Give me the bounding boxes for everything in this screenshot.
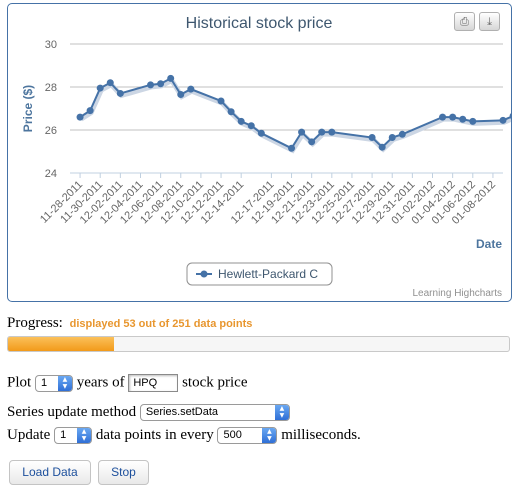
chart-container: Historical stock price 24 26 28 30 Price ($) 1… bbox=[7, 3, 512, 302]
x-axis-title: Date bbox=[476, 237, 502, 251]
y-tick-label: 28 bbox=[45, 82, 57, 94]
data-point bbox=[288, 144, 296, 152]
data-point bbox=[147, 81, 155, 89]
interval-select[interactable]: 500 ▲ ▼ bbox=[217, 427, 278, 445]
select-arrows-icon: ▲ ▼ bbox=[262, 428, 277, 444]
y-tick-label: 24 bbox=[45, 168, 57, 180]
data-point bbox=[187, 85, 195, 93]
plot-label: Plot bbox=[7, 374, 32, 391]
data-point bbox=[469, 117, 477, 125]
data-point bbox=[388, 134, 396, 142]
data-point bbox=[499, 116, 507, 124]
data-point bbox=[398, 130, 406, 138]
progress-row: Progress: displayed 53 out of 251 data p… bbox=[7, 315, 252, 332]
data-point bbox=[96, 84, 104, 92]
data-point bbox=[106, 79, 114, 87]
interval-value: 500 bbox=[223, 429, 242, 442]
legend-box bbox=[186, 262, 333, 286]
stock-price-label: stock price bbox=[182, 374, 248, 391]
plot-row: Plot 1 ▲ ▼ years of HPQ stock price bbox=[7, 374, 247, 392]
data-point bbox=[378, 143, 386, 151]
years-value: 1 bbox=[40, 376, 48, 389]
data-point bbox=[298, 128, 306, 136]
points-label: data points in every bbox=[95, 427, 214, 444]
data-point bbox=[157, 80, 165, 88]
load-data-button[interactable]: Load Data bbox=[9, 460, 91, 485]
y-tick-label: 30 bbox=[45, 39, 57, 51]
y-tick-label: 26 bbox=[45, 125, 57, 137]
data-point bbox=[439, 113, 447, 121]
data-point bbox=[459, 115, 467, 123]
method-value: Series.setData bbox=[145, 406, 219, 419]
legend-marker bbox=[200, 270, 208, 278]
data-point bbox=[237, 117, 245, 125]
data-point bbox=[86, 107, 94, 115]
update-label: Update bbox=[7, 427, 51, 444]
progress-label: Progress: bbox=[7, 315, 63, 331]
data-point bbox=[76, 113, 84, 121]
data-point bbox=[167, 74, 175, 82]
data-point bbox=[177, 91, 185, 99]
export-button[interactable]: ⤓ bbox=[479, 12, 500, 31]
progress-bar bbox=[7, 336, 510, 352]
select-arrows-icon: ▲ ▼ bbox=[274, 405, 289, 421]
method-label: Series update method bbox=[7, 404, 137, 421]
data-point bbox=[257, 129, 265, 137]
select-arrows-icon: ▲ ▼ bbox=[57, 375, 72, 391]
points-value: 1 bbox=[60, 429, 67, 442]
update-row: Update 1 ▲ ▼ data points in every 500 ▲ ▼ … bbox=[7, 427, 361, 445]
download-icon: ⤓ bbox=[487, 15, 492, 28]
method-select[interactable]: Series.setData ▲ ▼ bbox=[139, 404, 290, 422]
legend-item-label: Hewlett-Packard C bbox=[218, 267, 318, 281]
select-arrows-icon: ▲ ▼ bbox=[77, 428, 92, 444]
data-point bbox=[368, 134, 376, 142]
stop-button[interactable]: Stop bbox=[98, 460, 149, 485]
chart-credits: Learning Highcharts bbox=[413, 288, 503, 299]
years-select[interactable]: 1 ▲ ▼ bbox=[34, 374, 73, 392]
chart-title: Historical stock price bbox=[186, 15, 333, 32]
progress-status: displayed 53 out of 251 data points bbox=[69, 318, 253, 330]
data-point bbox=[509, 113, 511, 119]
method-row: Series update method Series.setData ▲ ▼ bbox=[7, 404, 290, 422]
data-point bbox=[328, 128, 336, 136]
print-button[interactable]: ⎙ bbox=[454, 12, 475, 31]
data-point bbox=[227, 108, 235, 116]
y-axis-title: Price ($) bbox=[21, 85, 35, 132]
milliseconds-label: milliseconds. bbox=[281, 427, 361, 444]
data-point bbox=[449, 113, 457, 121]
data-point bbox=[247, 122, 255, 130]
years-label: years of bbox=[76, 374, 125, 391]
symbol-input[interactable]: HPQ bbox=[128, 374, 179, 392]
data-point bbox=[217, 97, 225, 105]
data-point bbox=[308, 138, 316, 146]
data-point bbox=[318, 128, 326, 136]
data-point bbox=[116, 89, 124, 97]
printer-icon: ⎙ bbox=[460, 15, 469, 28]
points-select[interactable]: 1 ▲ ▼ bbox=[54, 427, 93, 445]
progress-bar-fill bbox=[8, 337, 114, 351]
